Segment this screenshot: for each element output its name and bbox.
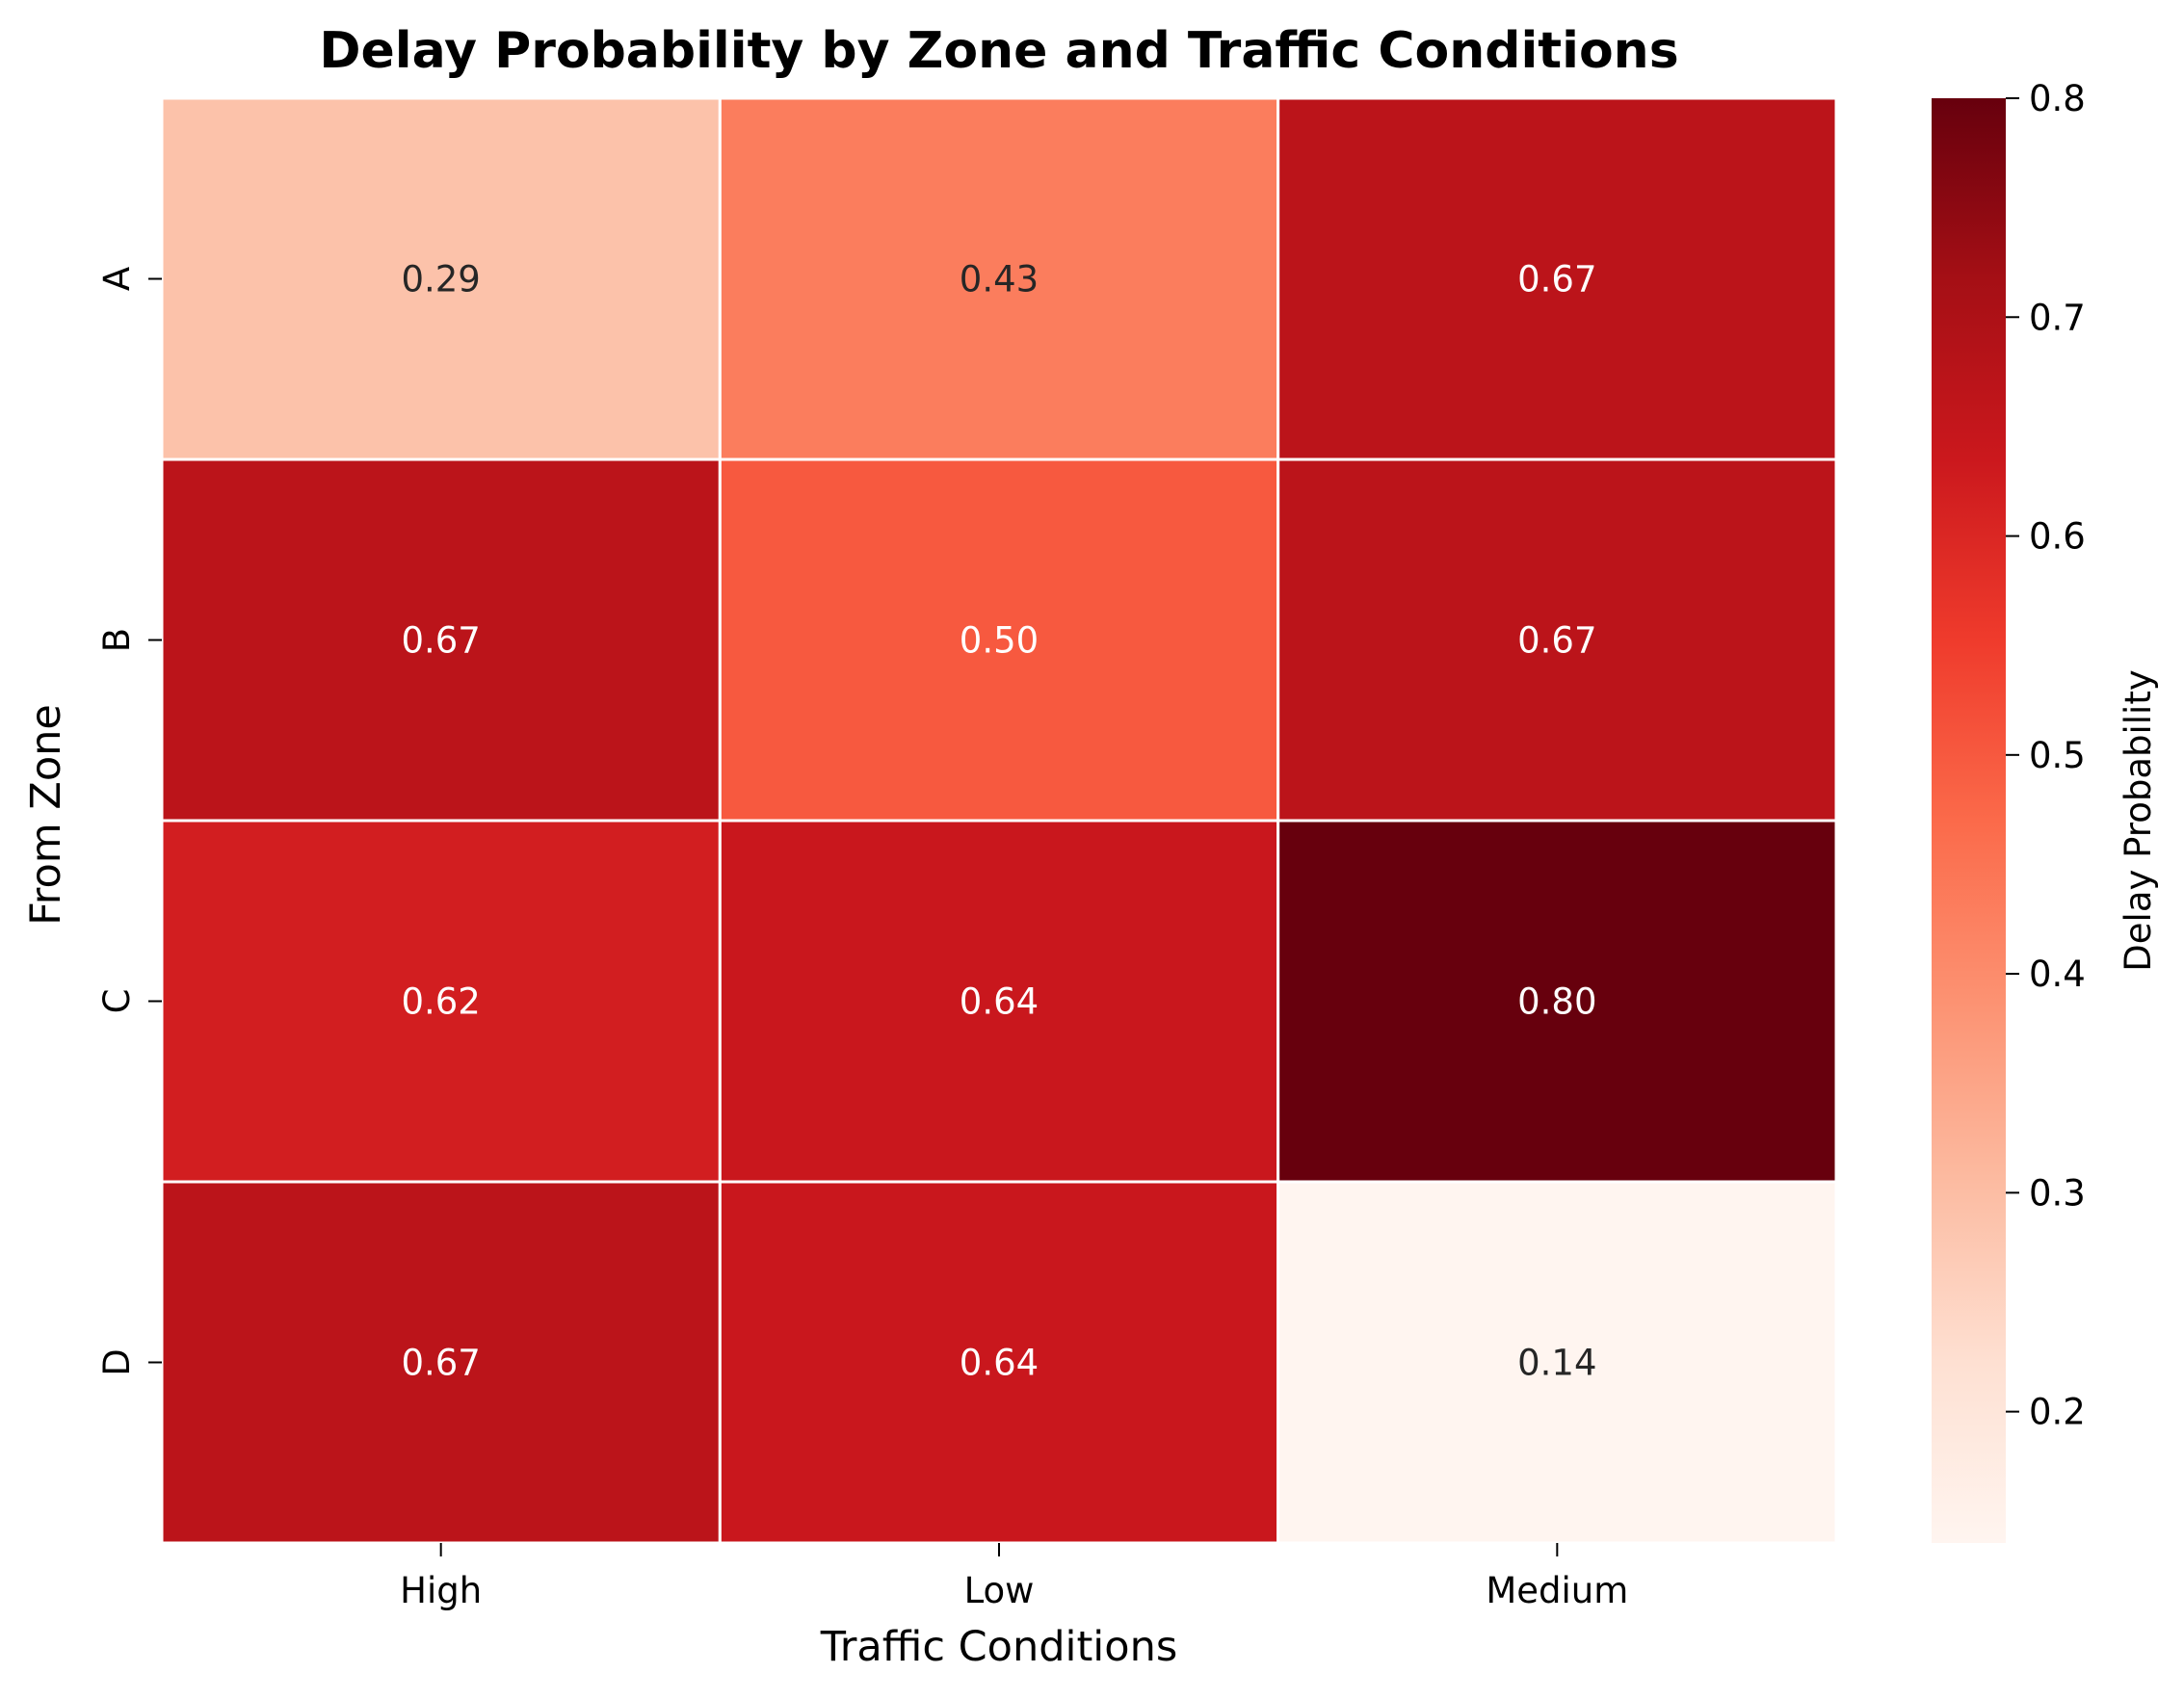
cell-value-label: 0.14 (1517, 1343, 1596, 1384)
heatmap-cell (1276, 457, 1838, 823)
colorbar-tick-label: 0.4 (2029, 954, 2086, 995)
heatmap-cell (160, 457, 722, 823)
cell-value-label: 0.43 (960, 259, 1039, 301)
colorbar-tick-label: 0.5 (2029, 735, 2086, 776)
heatmap-cells: 0.29 0.43 0.67 0.67 0.50 0.67 0.62 0.64 0.80 0.67… (160, 96, 1838, 1545)
colorbar-label: Delay Probability (2118, 669, 2159, 971)
heatmap-cell (1276, 1180, 1838, 1545)
cell-value-label: 0.67 (401, 620, 480, 662)
chart-title: Delay Probability by Zone and Traffic Co… (319, 22, 1678, 80)
colorbar-tick-label: 0.3 (2029, 1172, 2086, 1214)
cell-value-label: 0.64 (960, 981, 1039, 1023)
cell-value-label: 0.67 (1517, 620, 1596, 662)
y-tick-label: A (96, 267, 138, 291)
heatmap-cell (718, 819, 1280, 1184)
heatmap-cell (160, 819, 722, 1184)
y-axis-ticks: A B C D (96, 267, 162, 1376)
colorbar: 0.2 0.3 0.4 0.5 0.6 0.7 0.8 Delay Probability (1932, 78, 2159, 1543)
x-tick-label: High (400, 1570, 482, 1611)
colorbar-ticks: 0.2 0.3 0.4 0.5 0.6 0.7 0.8 (2006, 78, 2086, 1433)
colorbar-tick-label: 0.8 (2029, 78, 2086, 119)
y-tick-label: C (96, 989, 138, 1014)
y-tick-label: D (96, 1348, 138, 1376)
cell-value-label: 0.50 (960, 620, 1039, 662)
colorbar-tick-label: 0.7 (2029, 297, 2086, 338)
cell-value-label: 0.80 (1517, 981, 1596, 1023)
y-axis-label: From Zone (22, 704, 70, 926)
y-tick-label: B (96, 628, 138, 652)
x-tick-label: Low (964, 1570, 1035, 1611)
colorbar-tick-label: 0.6 (2029, 516, 2086, 558)
cell-value-label: 0.62 (401, 981, 480, 1023)
cell-value-label: 0.67 (1517, 259, 1596, 301)
x-axis-label: Traffic Conditions (820, 1623, 1177, 1671)
colorbar-tick-label: 0.2 (2029, 1392, 2086, 1433)
colorbar-gradient (1932, 98, 2006, 1543)
cell-value-label: 0.64 (960, 1343, 1039, 1384)
heatmap-cell (718, 96, 1280, 461)
heatmap-cell (160, 96, 722, 461)
heatmap-cell (1276, 96, 1838, 461)
heatmap-cell (718, 457, 1280, 823)
cell-value-label: 0.29 (401, 259, 480, 301)
x-tick-label: Medium (1486, 1570, 1628, 1611)
heatmap-cell (160, 1180, 722, 1545)
x-axis-ticks: High Low Medium (400, 1543, 1628, 1611)
cell-value-label: 0.67 (401, 1343, 480, 1384)
